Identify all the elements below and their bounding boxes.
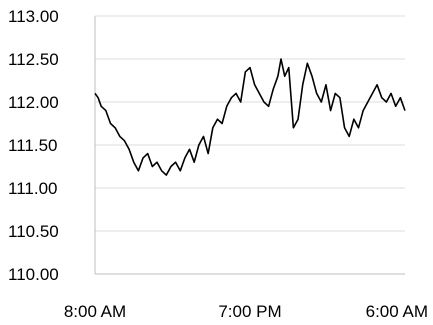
y-tick-label: 111.50 — [8, 136, 57, 155]
gridlines — [95, 15, 405, 232]
y-axis-ticks: 113.00 112.50 112.00 111.50 111.00 110.50 110.… — [8, 7, 59, 284]
y-tick-label: 110.00 — [8, 265, 59, 284]
y-tick-label: 113.00 — [8, 7, 59, 26]
x-tick-label: 6:00 AM — [366, 302, 428, 321]
x-tick-label: 8:00 AM — [64, 302, 126, 321]
y-tick-label: 110.50 — [8, 222, 59, 241]
y-tick-label: 112.50 — [8, 50, 59, 69]
x-axis-ticks: 8:00 AM 7:00 PM 6:00 AM — [64, 302, 428, 321]
series-line — [94, 58, 406, 176]
y-tick-label: 112.00 — [8, 93, 59, 112]
x-tick-label: 7:00 PM — [218, 302, 281, 321]
y-tick-label: 111.00 — [8, 179, 57, 198]
